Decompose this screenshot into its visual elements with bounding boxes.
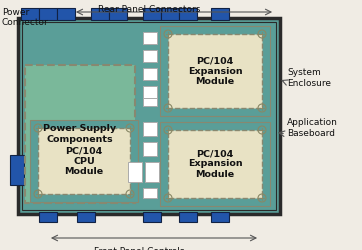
Bar	[211, 8, 229, 20]
Bar	[143, 32, 157, 44]
Bar	[39, 8, 57, 20]
Bar	[145, 162, 159, 182]
Text: Power
Connector: Power Connector	[2, 8, 49, 28]
Bar	[143, 212, 161, 222]
Bar	[143, 8, 161, 20]
Text: Power Supply
Components: Power Supply Components	[43, 124, 117, 144]
Bar	[143, 142, 157, 156]
Bar	[143, 98, 157, 106]
Bar	[168, 130, 262, 198]
Text: System
Enclosure: System Enclosure	[287, 68, 331, 88]
Bar	[143, 86, 157, 98]
Bar	[211, 212, 229, 222]
Bar	[143, 188, 157, 198]
Bar	[77, 212, 95, 222]
Bar	[57, 8, 75, 20]
Bar	[10, 155, 24, 185]
Bar	[143, 122, 157, 136]
Bar	[143, 50, 157, 62]
Bar	[39, 212, 57, 222]
Bar	[91, 8, 109, 20]
Bar	[168, 34, 262, 108]
Bar	[21, 8, 39, 20]
Text: Rear Panel Connectors: Rear Panel Connectors	[98, 5, 200, 14]
Text: PC/104
CPU
Module: PC/104 CPU Module	[64, 146, 104, 176]
Text: PC/104
Expansion
Module: PC/104 Expansion Module	[188, 149, 242, 179]
Bar	[161, 8, 179, 20]
Bar	[179, 8, 197, 20]
Bar	[38, 128, 130, 194]
Bar	[160, 26, 270, 116]
Bar	[25, 65, 135, 203]
Text: Application
Baseboard: Application Baseboard	[287, 118, 338, 138]
Bar	[128, 162, 142, 182]
Text: Front Panel Controls: Front Panel Controls	[94, 247, 184, 250]
Text: PC/104
Expansion
Module: PC/104 Expansion Module	[188, 56, 242, 86]
Bar	[109, 8, 127, 20]
Bar	[18, 18, 280, 214]
Bar	[22, 22, 276, 210]
Bar	[143, 68, 157, 80]
Bar	[30, 120, 138, 202]
Bar	[179, 212, 197, 222]
Bar	[160, 122, 270, 206]
